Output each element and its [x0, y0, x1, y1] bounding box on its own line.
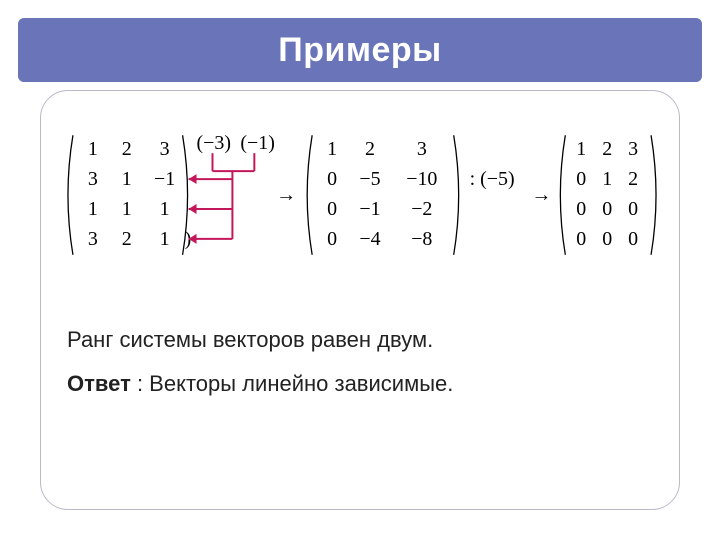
svg-text:3: 3 [628, 138, 638, 160]
svg-text:3: 3 [88, 168, 98, 190]
svg-text:0: 0 [602, 198, 612, 220]
svg-text:−10: −10 [406, 168, 437, 190]
svg-text:−1: −1 [154, 168, 175, 190]
svg-text:0: 0 [327, 198, 337, 220]
matrix-1: 1 2 3 3 1 −1 1 1 1 3 2 1 ) (−3) (−1) [68, 132, 275, 255]
svg-text:0: 0 [602, 228, 612, 250]
svg-text:0: 0 [576, 168, 586, 190]
row-operation-arrows [189, 153, 255, 244]
svg-text:1: 1 [122, 168, 132, 190]
answer-line: Ответ : Векторы линейно зависимые. [67, 371, 453, 397]
svg-text:0: 0 [576, 198, 586, 220]
title-banner: Примеры [18, 18, 702, 82]
arrow-1: → [276, 184, 296, 206]
arrow-2: → [531, 184, 551, 206]
matrix-3: 1 2 3 0 1 2 0 0 0 0 0 0 [560, 135, 656, 255]
svg-text:0: 0 [327, 228, 337, 250]
svg-text:2: 2 [628, 168, 638, 190]
svg-text:2: 2 [122, 138, 132, 160]
svg-text:2: 2 [122, 228, 132, 250]
svg-text:(−1): (−1) [240, 132, 274, 154]
svg-text:−1: −1 [359, 198, 380, 220]
svg-text:3: 3 [417, 138, 427, 160]
answer-label: Ответ [67, 371, 131, 396]
svg-text:1: 1 [602, 168, 612, 190]
svg-text:−4: −4 [359, 228, 380, 250]
svg-text:−2: −2 [411, 198, 432, 220]
math-area: 1 2 3 3 1 −1 1 1 1 3 2 1 ) (−3) (−1) [55, 111, 665, 291]
svg-text:2: 2 [602, 138, 612, 160]
matrix-2: 1 2 3 0 −5 −10 0 −1 −2 0 −4 −8 : (−5) [307, 135, 514, 255]
svg-text:−8: −8 [411, 228, 432, 250]
svg-text:1: 1 [160, 228, 170, 250]
math-svg: 1 2 3 3 1 −1 1 1 1 3 2 1 ) (−3) (−1) [55, 111, 665, 291]
answer-text: : Векторы линейно зависимые. [131, 371, 454, 396]
svg-text:: (−5): : (−5) [470, 168, 515, 190]
svg-text:1: 1 [88, 198, 98, 220]
svg-text:0: 0 [576, 228, 586, 250]
svg-text:2: 2 [365, 138, 375, 160]
svg-text:1: 1 [160, 198, 170, 220]
svg-text:0: 0 [327, 168, 337, 190]
svg-text:3: 3 [88, 228, 98, 250]
svg-text:1: 1 [88, 138, 98, 160]
content-card: 1 2 3 3 1 −1 1 1 1 3 2 1 ) (−3) (−1) [40, 90, 680, 510]
rank-statement: Ранг системы векторов равен двум. [67, 327, 433, 353]
svg-text:1: 1 [327, 138, 337, 160]
page-title: Примеры [278, 31, 441, 70]
svg-text:−5: −5 [359, 168, 380, 190]
svg-text:1: 1 [122, 198, 132, 220]
svg-text:1: 1 [576, 138, 586, 160]
rank-text: Ранг системы векторов равен двум. [67, 327, 433, 352]
svg-text:0: 0 [628, 198, 638, 220]
svg-text:(−3): (−3) [197, 132, 231, 154]
svg-text:0: 0 [628, 228, 638, 250]
svg-text:3: 3 [160, 138, 170, 160]
